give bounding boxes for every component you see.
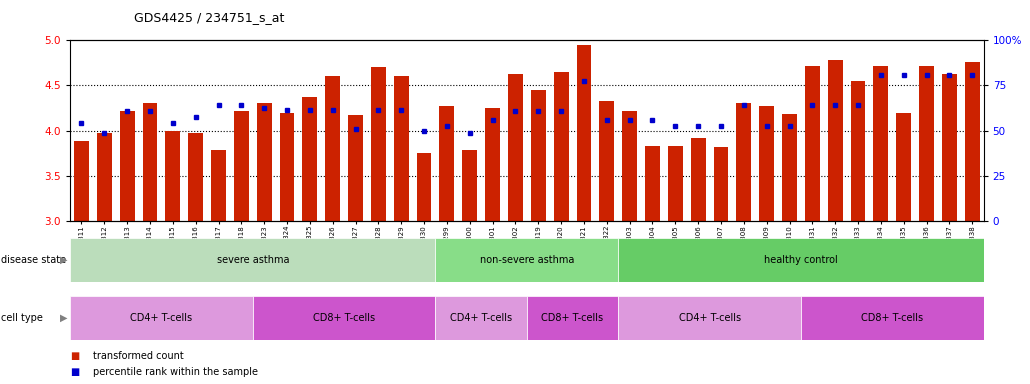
Bar — [325, 76, 340, 221]
Bar — [417, 153, 432, 221]
Text: disease state: disease state — [1, 255, 66, 265]
Text: GDS4425 / 234751_s_at: GDS4425 / 234751_s_at — [134, 12, 284, 25]
Bar — [436, 238, 618, 282]
Bar — [485, 108, 500, 221]
Bar — [919, 66, 934, 221]
Text: ▶: ▶ — [60, 255, 67, 265]
Bar — [462, 151, 477, 221]
Bar — [804, 66, 820, 221]
Bar — [782, 114, 797, 221]
Bar — [873, 66, 888, 221]
Bar — [279, 113, 295, 221]
Bar — [97, 133, 111, 221]
Bar — [851, 81, 865, 221]
Text: CD4+ T-cells: CD4+ T-cells — [131, 313, 193, 323]
Text: ▶: ▶ — [60, 313, 67, 323]
Bar — [645, 146, 660, 221]
Text: CD8+ T-cells: CD8+ T-cells — [542, 313, 604, 323]
Bar — [526, 296, 618, 340]
Bar — [371, 67, 386, 221]
Bar — [618, 238, 984, 282]
Bar — [599, 101, 614, 221]
Bar — [508, 74, 523, 221]
Bar — [759, 106, 775, 221]
Text: percentile rank within the sample: percentile rank within the sample — [93, 367, 258, 377]
Text: ■: ■ — [70, 351, 79, 361]
Bar — [942, 74, 957, 221]
Bar — [714, 147, 728, 221]
Bar — [736, 104, 751, 221]
Bar — [667, 146, 683, 221]
Bar — [393, 76, 409, 221]
Bar — [211, 151, 226, 221]
Bar — [70, 296, 252, 340]
Bar — [896, 113, 912, 221]
Bar — [348, 115, 363, 221]
Text: non-severe asthma: non-severe asthma — [480, 255, 574, 265]
Text: CD8+ T-cells: CD8+ T-cells — [313, 313, 375, 323]
Bar — [119, 111, 135, 221]
Text: healthy control: healthy control — [764, 255, 837, 265]
Bar — [622, 111, 637, 221]
Text: cell type: cell type — [1, 313, 43, 323]
Text: ■: ■ — [70, 367, 79, 377]
Bar — [618, 296, 801, 340]
Bar — [256, 104, 272, 221]
Bar — [252, 296, 436, 340]
Bar — [188, 133, 203, 221]
Text: severe asthma: severe asthma — [216, 255, 289, 265]
Text: CD8+ T-cells: CD8+ T-cells — [861, 313, 923, 323]
Bar — [440, 106, 454, 221]
Bar — [74, 141, 89, 221]
Bar — [828, 60, 843, 221]
Bar — [965, 62, 980, 221]
Bar — [436, 296, 527, 340]
Bar — [70, 238, 436, 282]
Bar — [303, 97, 317, 221]
Text: CD4+ T-cells: CD4+ T-cells — [450, 313, 512, 323]
Text: CD4+ T-cells: CD4+ T-cells — [679, 313, 741, 323]
Text: transformed count: transformed count — [93, 351, 183, 361]
Bar — [554, 72, 569, 221]
Bar — [142, 104, 158, 221]
Bar — [801, 296, 984, 340]
Bar — [530, 90, 546, 221]
Bar — [577, 45, 591, 221]
Bar — [691, 138, 706, 221]
Bar — [234, 111, 249, 221]
Bar — [166, 131, 180, 221]
